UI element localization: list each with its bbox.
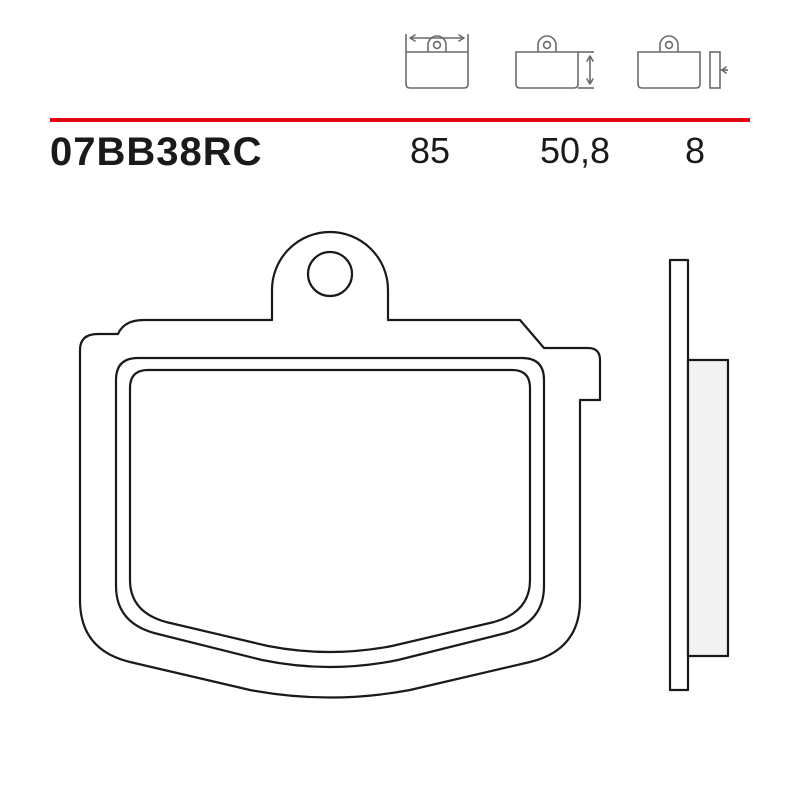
dimension-width: 85	[370, 130, 490, 175]
accent-divider	[50, 118, 750, 122]
dimension-height: 50,8	[510, 130, 640, 175]
header: 07BB38RC 85 50,8 8	[50, 30, 750, 150]
dimension-icons	[398, 30, 730, 90]
dimensions-row: 85 50,8 8	[350, 130, 750, 175]
brake-pad-front-view	[50, 230, 610, 730]
dimension-thickness: 8	[660, 130, 730, 175]
width-icon	[398, 30, 476, 90]
thickness-icon	[630, 30, 730, 90]
header-text-row: 07BB38RC 85 50,8 8	[50, 130, 750, 175]
technical-drawings	[50, 230, 750, 760]
page-root: 07BB38RC 85 50,8 8	[0, 0, 800, 800]
part-number: 07BB38RC	[50, 130, 350, 175]
height-icon	[508, 30, 598, 90]
brake-pad-side-view	[650, 230, 750, 730]
